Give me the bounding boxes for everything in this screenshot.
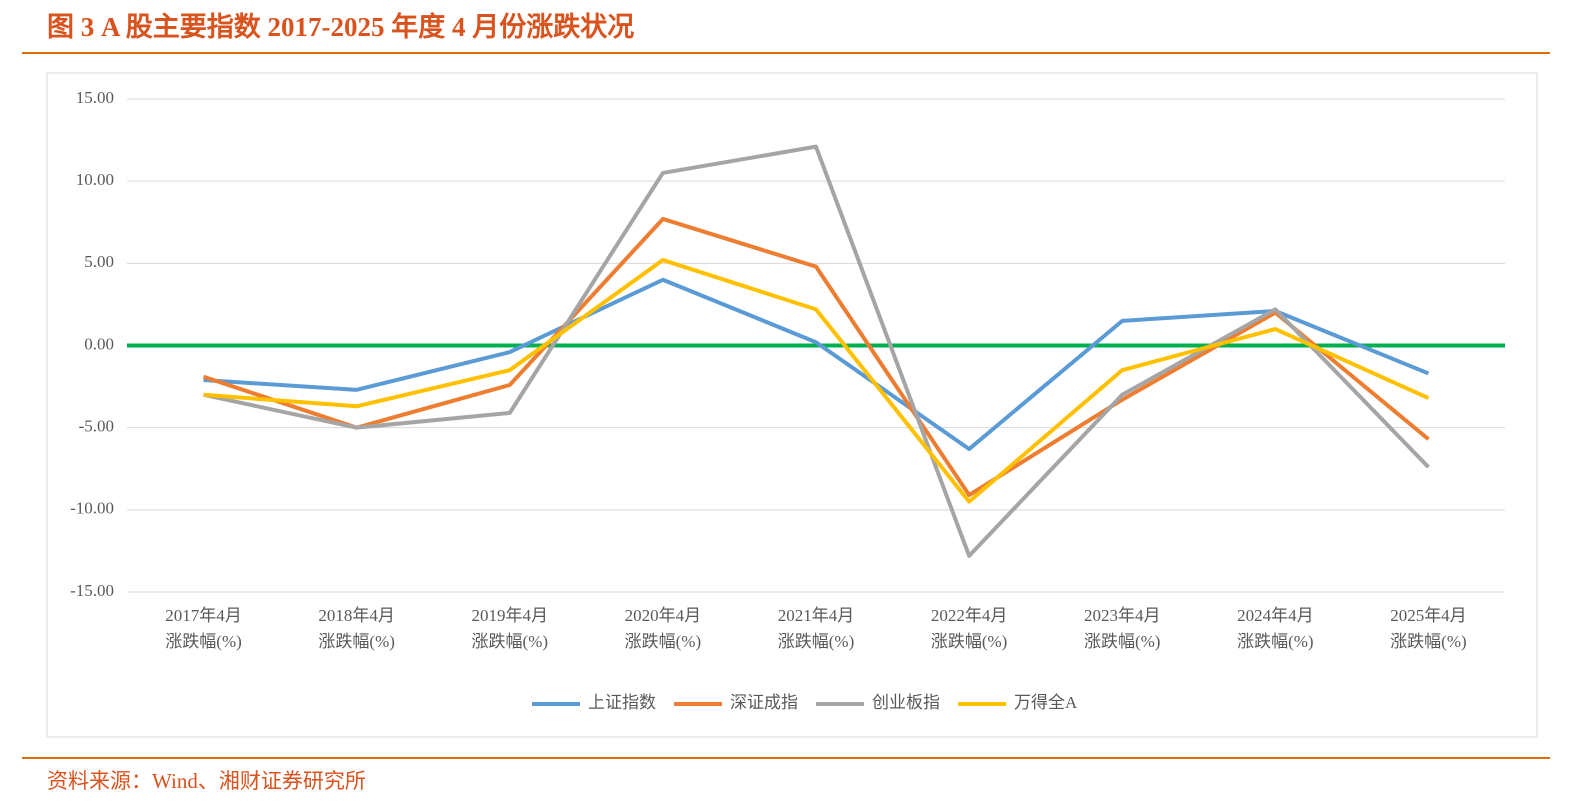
x-tick-label: 涨跌幅(%)	[165, 632, 241, 651]
legend-label: 创业板指	[872, 693, 940, 712]
series-line	[203, 277, 1430, 452]
y-tick-label: 15.00	[76, 88, 114, 107]
x-tick-label: 涨跌幅(%)	[1390, 632, 1466, 651]
x-tick-label: 2021年4月	[778, 606, 855, 625]
series-line	[202, 216, 1430, 498]
y-tick-label: -5.00	[79, 417, 114, 436]
x-tick-label: 涨跌幅(%)	[472, 632, 548, 651]
legend-label: 万得全A	[1014, 693, 1078, 712]
y-tick-label: -15.00	[70, 581, 114, 600]
series-line	[203, 258, 1430, 504]
x-tick-label: 2017年4月	[165, 606, 242, 625]
source-note: 资料来源：Wind、湘财证券研究所	[47, 769, 366, 793]
plot: -15.00 -10.00 -5.00 0.00 5.00 10.00 15.00 2017年…	[70, 88, 1505, 712]
legend-label: 上证指数	[588, 693, 656, 712]
x-tick-label: 涨跌幅(%)	[625, 632, 701, 651]
x-tick-label: 2022年4月	[931, 606, 1008, 625]
x-tick-label: 2020年4月	[625, 606, 702, 625]
figure-title: 图 3 A 股主要指数 2017-2025 年度 4 月份涨跌状况	[47, 11, 634, 42]
chart-frame	[46, 72, 1538, 738]
x-tick-label: 涨跌幅(%)	[1084, 632, 1160, 651]
x-tick-label: 2018年4月	[318, 606, 395, 625]
x-tick-label: 2019年4月	[472, 606, 549, 625]
legend-label: 深证成指	[730, 693, 798, 712]
series-line	[203, 144, 1430, 558]
x-tick-label: 涨跌幅(%)	[778, 632, 854, 651]
y-tick-label: -10.00	[70, 499, 114, 518]
x-tick-label: 2023年4月	[1084, 606, 1161, 625]
x-tick-label: 涨跌幅(%)	[1237, 632, 1313, 651]
y-tick-label: 0.00	[84, 334, 114, 353]
y-tick-label: 10.00	[76, 170, 114, 189]
x-tick-label: 涨跌幅(%)	[931, 632, 1007, 651]
y-tick-label: 5.00	[84, 252, 114, 271]
x-tick-label: 2025年4月	[1390, 606, 1467, 625]
x-tick-label: 2024年4月	[1237, 606, 1314, 625]
x-tick-label: 涨跌幅(%)	[318, 632, 394, 651]
